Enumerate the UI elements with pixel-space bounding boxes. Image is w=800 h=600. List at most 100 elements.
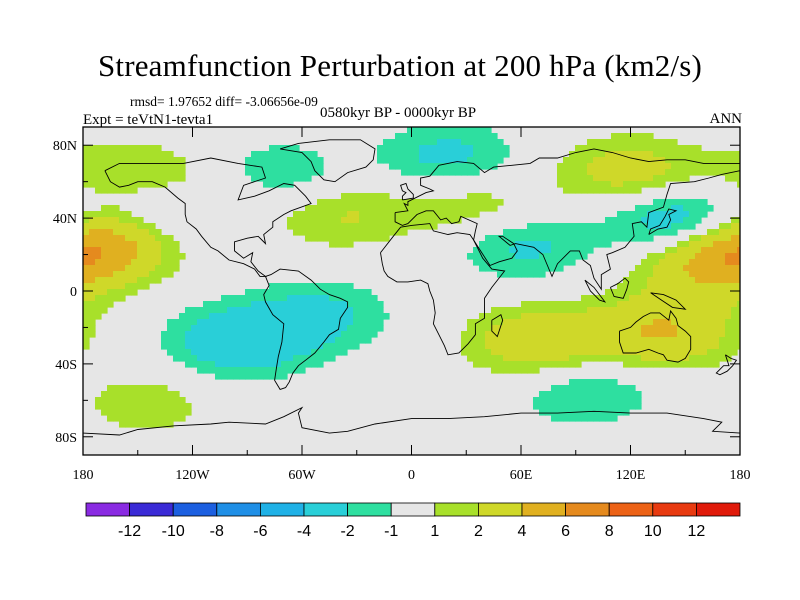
field-cell [575, 187, 582, 194]
field-cell [689, 355, 696, 362]
field-cell [581, 355, 588, 362]
field-cell [449, 133, 456, 140]
field-cell [275, 289, 282, 296]
field-cell [473, 247, 480, 254]
field-cell [131, 223, 138, 230]
field-cell [437, 139, 444, 146]
field-cell [611, 181, 618, 188]
field-cell [239, 295, 246, 302]
field-cell [635, 337, 642, 344]
colorbar-label: 6 [561, 523, 570, 540]
field-cell [371, 313, 378, 320]
field-cell [137, 271, 144, 278]
field-cell [551, 301, 558, 308]
field-cell [719, 157, 726, 164]
field-cell [443, 163, 450, 170]
field-cell [83, 337, 90, 344]
field-cell [719, 301, 726, 308]
field-cell [581, 253, 588, 260]
field-cell [167, 397, 174, 404]
field-cell [593, 349, 600, 356]
field-cell [677, 217, 684, 224]
field-cell [167, 409, 174, 416]
field-cell [341, 301, 348, 308]
field-cell [245, 367, 252, 374]
field-cell [251, 157, 258, 164]
field-cell [737, 325, 740, 332]
field-cell [527, 325, 534, 332]
field-cell [281, 295, 288, 302]
field-cell [245, 301, 252, 308]
field-cell [95, 169, 102, 176]
field-cell [125, 385, 132, 392]
field-cell [83, 301, 90, 308]
field-cell [185, 319, 192, 326]
field-cell [191, 325, 198, 332]
field-cell [185, 343, 192, 350]
field-cell [605, 379, 612, 386]
field-cell [311, 211, 318, 218]
field-cell [431, 169, 438, 176]
field-cell [455, 217, 462, 224]
field-cell [683, 313, 690, 320]
field-cell [131, 409, 138, 416]
field-cell [581, 415, 588, 422]
field-cell [575, 361, 582, 368]
field-cell [353, 343, 360, 350]
field-cell [707, 307, 714, 314]
field-cell [701, 235, 708, 242]
field-cell [671, 199, 678, 206]
field-cell [545, 397, 552, 404]
field-cell [593, 223, 600, 230]
field-cell [563, 361, 570, 368]
field-cell [125, 415, 132, 422]
field-cell [659, 199, 666, 206]
field-cell [461, 157, 468, 164]
field-cell [593, 295, 600, 302]
field-cell [401, 163, 408, 170]
field-cell [83, 157, 90, 164]
field-cell [233, 295, 240, 302]
field-cell [461, 199, 468, 206]
field-cell [233, 349, 240, 356]
field-cell [653, 283, 660, 290]
field-cell [209, 319, 216, 326]
field-cell [509, 331, 516, 338]
field-cell [467, 151, 474, 158]
field-cell [173, 265, 180, 272]
field-cell [173, 241, 180, 248]
field-cell [329, 307, 336, 314]
field-cell [719, 295, 726, 302]
field-cell [113, 283, 120, 290]
field-cell [515, 259, 522, 266]
field-cell [653, 277, 660, 284]
field-cell [737, 271, 740, 278]
field-cell [323, 337, 330, 344]
field-cell [563, 385, 570, 392]
field-cell [539, 265, 546, 272]
field-cell [665, 355, 672, 362]
field-cell [647, 349, 654, 356]
field-cell [323, 301, 330, 308]
field-cell [473, 199, 480, 206]
field-cell [143, 253, 150, 260]
field-cell [521, 259, 528, 266]
field-cell [485, 199, 492, 206]
field-cell [725, 163, 732, 170]
field-cell [617, 283, 624, 290]
field-cell [605, 151, 612, 158]
field-cell [647, 205, 654, 212]
field-cell [605, 325, 612, 332]
field-cell [311, 235, 318, 242]
field-cell [221, 361, 228, 368]
field-cell [257, 355, 264, 362]
field-cell [89, 175, 96, 182]
field-cell [671, 319, 678, 326]
field-cell [119, 163, 126, 170]
field-cell [575, 331, 582, 338]
field-cell [683, 325, 690, 332]
field-cell [551, 325, 558, 332]
field-cell [599, 397, 606, 404]
field-cell [527, 259, 534, 266]
field-cell [647, 289, 654, 296]
